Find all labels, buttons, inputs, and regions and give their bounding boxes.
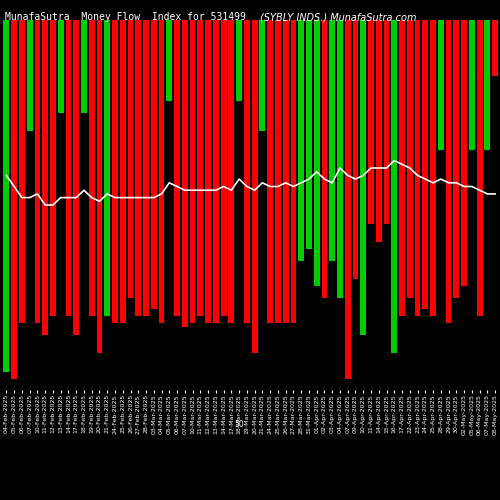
Bar xyxy=(267,20,273,324)
Bar xyxy=(96,20,102,353)
Bar xyxy=(275,20,281,324)
Bar xyxy=(414,20,420,316)
Bar xyxy=(205,20,211,324)
Bar xyxy=(407,20,412,297)
Bar xyxy=(42,20,48,334)
Bar xyxy=(314,20,320,286)
Bar xyxy=(345,20,350,379)
Bar xyxy=(236,20,242,102)
Bar xyxy=(446,20,452,324)
Text: 50: 50 xyxy=(234,420,244,428)
Bar xyxy=(330,20,335,260)
Text: (SYBLY INDS.) MunafaSutra.com: (SYBLY INDS.) MunafaSutra.com xyxy=(260,12,416,22)
Bar xyxy=(74,20,79,334)
Bar xyxy=(476,20,482,316)
Bar xyxy=(182,20,188,327)
Bar xyxy=(34,20,40,324)
Bar xyxy=(228,20,234,324)
Bar xyxy=(306,20,312,250)
Bar xyxy=(283,20,288,324)
Bar xyxy=(384,20,390,224)
Bar xyxy=(190,20,196,324)
Bar xyxy=(260,20,266,131)
Bar xyxy=(337,20,343,297)
Bar xyxy=(4,20,10,372)
Bar xyxy=(368,20,374,224)
Bar xyxy=(198,20,203,316)
Bar xyxy=(244,20,250,324)
Bar xyxy=(26,20,32,131)
Text: MunafaSutra  Money Flow  Index for 531499: MunafaSutra Money Flow Index for 531499 xyxy=(5,12,246,22)
Bar xyxy=(19,20,25,324)
Bar xyxy=(252,20,258,353)
Bar xyxy=(104,20,110,316)
Bar xyxy=(174,20,180,316)
Bar xyxy=(11,20,17,379)
Bar xyxy=(158,20,164,324)
Bar xyxy=(143,20,149,316)
Bar xyxy=(454,20,459,297)
Bar xyxy=(213,20,218,324)
Bar xyxy=(128,20,134,297)
Bar xyxy=(151,20,156,308)
Bar xyxy=(360,20,366,334)
Bar xyxy=(81,20,87,112)
Bar xyxy=(66,20,71,316)
Bar xyxy=(89,20,94,316)
Bar xyxy=(469,20,475,150)
Bar xyxy=(298,20,304,260)
Bar xyxy=(112,20,118,324)
Bar xyxy=(422,20,428,308)
Bar xyxy=(136,20,141,316)
Bar xyxy=(461,20,467,286)
Bar xyxy=(166,20,172,102)
Bar xyxy=(438,20,444,150)
Bar xyxy=(376,20,382,242)
Bar xyxy=(58,20,64,112)
Bar xyxy=(352,20,358,279)
Bar xyxy=(50,20,56,316)
Bar xyxy=(399,20,405,316)
Bar xyxy=(492,20,498,76)
Bar xyxy=(322,20,328,297)
Bar xyxy=(392,20,397,353)
Bar xyxy=(430,20,436,316)
Bar xyxy=(220,20,226,316)
Bar xyxy=(120,20,126,324)
Bar xyxy=(290,20,296,324)
Bar xyxy=(484,20,490,150)
